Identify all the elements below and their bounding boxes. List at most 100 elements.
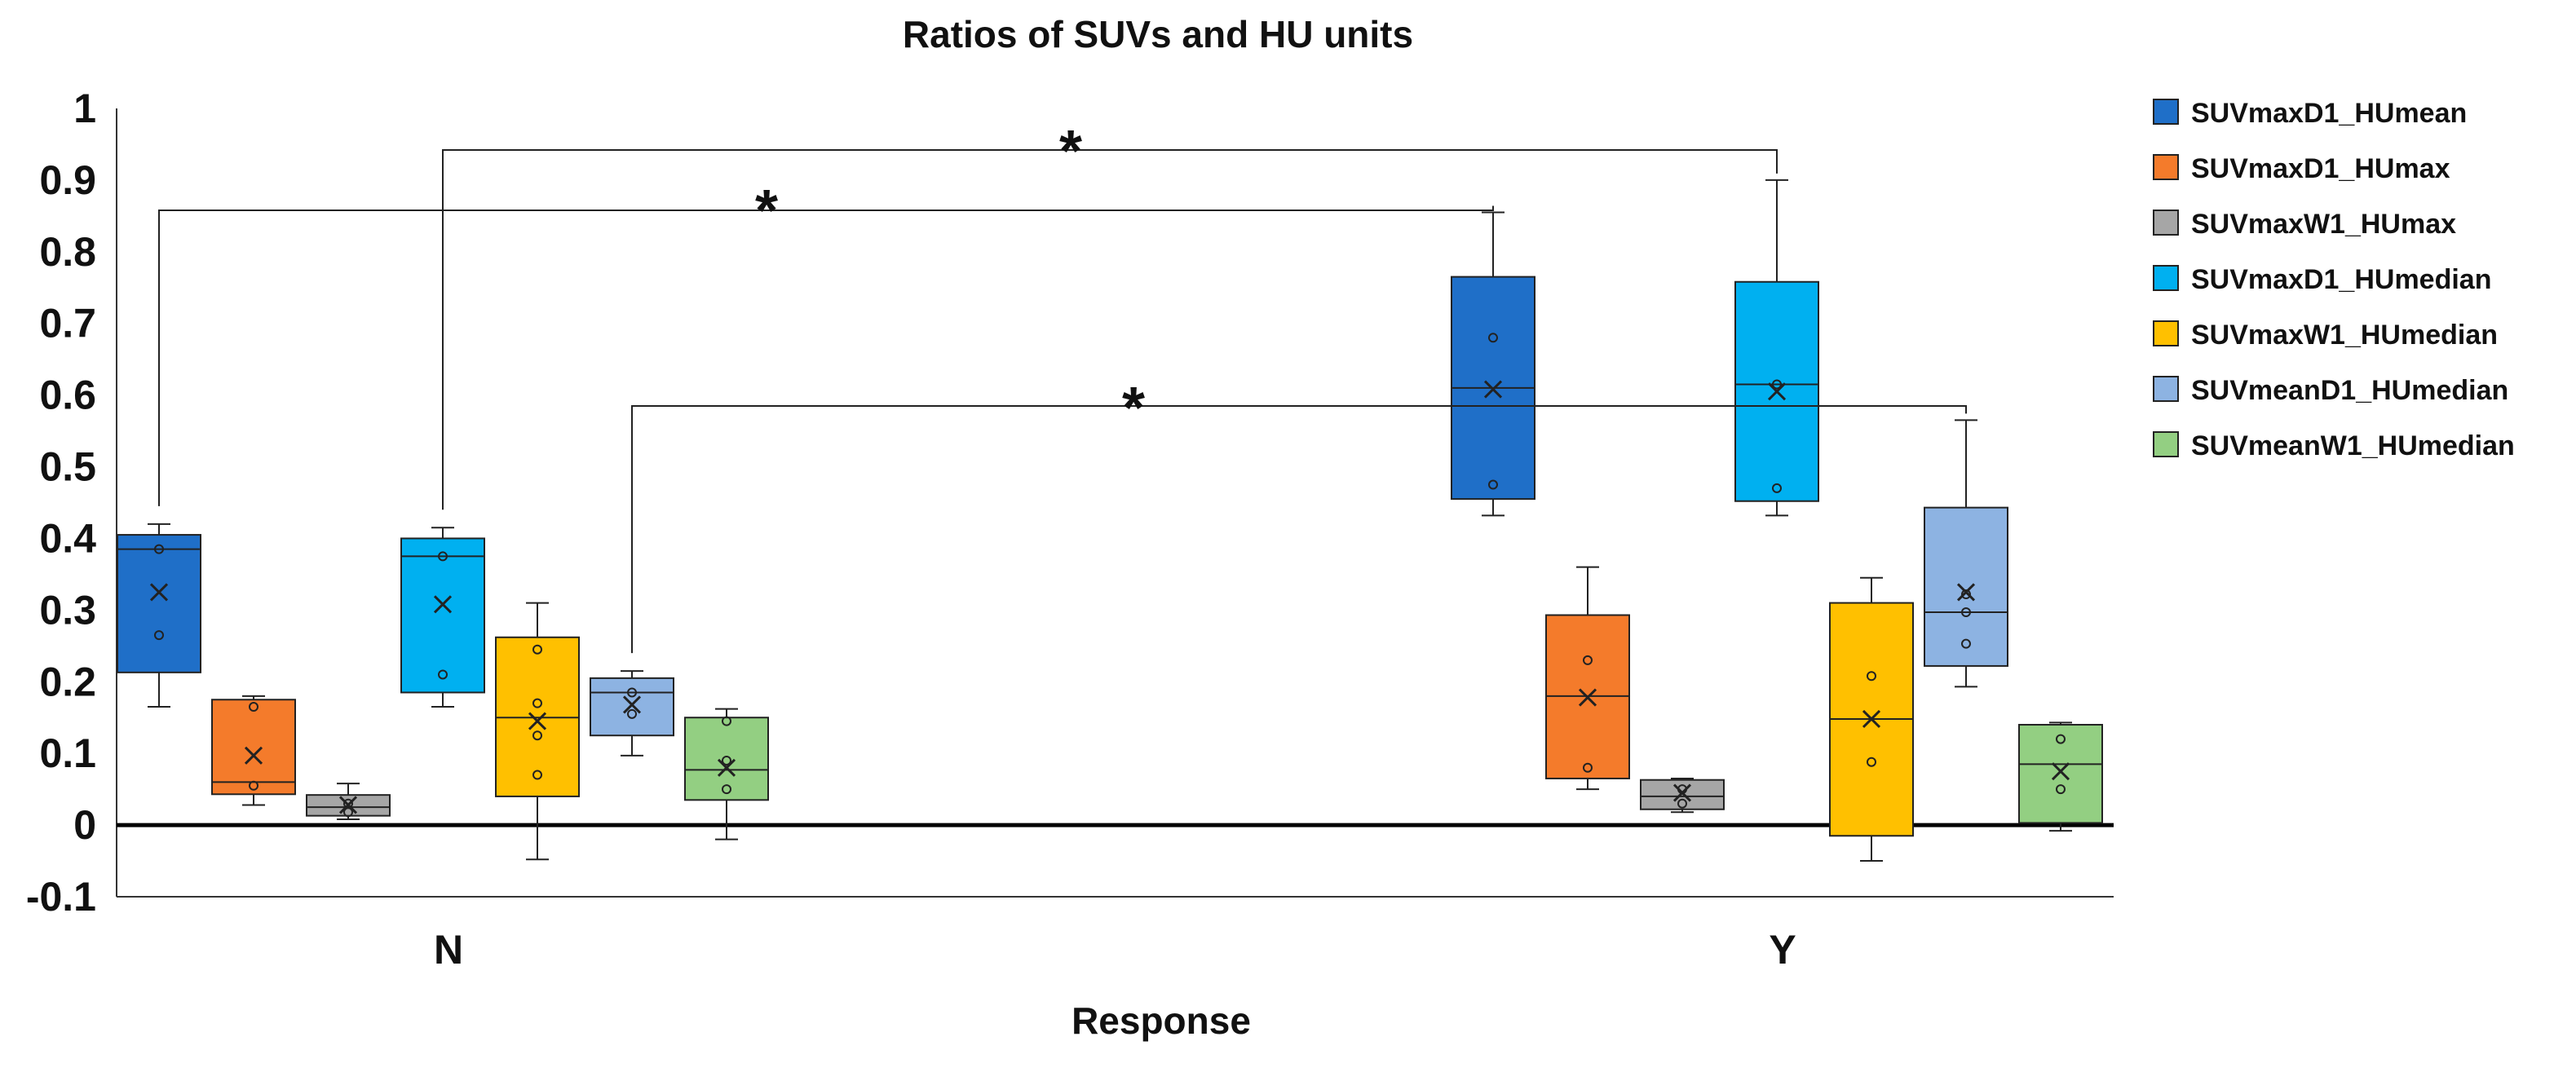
- y-tick-label: 0.1: [39, 730, 96, 776]
- data-point: [1488, 479, 1498, 490]
- mean-marker: [717, 758, 736, 777]
- legend-label: SUVmaxD1_HUmedian: [2191, 264, 2491, 295]
- data-point: [1772, 379, 1782, 390]
- y-tick-label: 0: [73, 802, 96, 848]
- y-tick-label: 0.2: [39, 659, 96, 704]
- y-tick-label: 1: [73, 86, 96, 131]
- bracket-line: [631, 405, 1967, 654]
- box-SUVmeanW1_HUmedian-Y: [2018, 721, 2103, 832]
- data-point: [532, 698, 542, 708]
- data-point: [627, 708, 637, 719]
- box-SUVmeanW1_HUmedian-N: [684, 708, 769, 840]
- data-point: [2056, 734, 2066, 744]
- data-point: [627, 687, 637, 698]
- box-SUVmeanD1_HUmedian-Y: [1924, 419, 2008, 688]
- box-iqr: [684, 717, 769, 801]
- chart-title: Ratios of SUVs and HU units: [903, 13, 1413, 55]
- legend-swatch: [2153, 99, 2179, 125]
- box-SUVmaxD1_HUmean-Y: [1451, 211, 1535, 517]
- y-tick-label: 0.7: [39, 301, 96, 346]
- box-iqr: [117, 534, 201, 673]
- data-point: [438, 669, 448, 680]
- box-iqr: [211, 699, 296, 796]
- mean-marker: [433, 595, 453, 614]
- data-point: [532, 730, 542, 741]
- box-SUVmaxD1_HUmax-N: [211, 695, 296, 806]
- data-point: [1488, 333, 1498, 343]
- data-point: [1583, 655, 1593, 665]
- data-point: [532, 644, 542, 655]
- legend-item-SUVmaxD1_HUmean: SUVmaxD1_HUmean: [2153, 98, 2467, 129]
- legend-swatch: [2153, 154, 2179, 180]
- box-SUVmaxD1_HUmean-N: [117, 523, 201, 708]
- data-point: [343, 807, 353, 818]
- y-tick-label: 0.8: [39, 229, 96, 275]
- legend-label: SUVmaxD1_HUmean: [2191, 98, 2467, 129]
- data-point: [1677, 798, 1687, 809]
- legend-label: SUVmaxW1_HUmax: [2191, 209, 2456, 240]
- y-tick-label: 0.5: [39, 444, 96, 490]
- bracket-line: [158, 205, 1494, 506]
- legend-item-SUVmaxW1_HUmax: SUVmaxW1_HUmax: [2153, 209, 2456, 240]
- box-SUVmaxD1_HUmedian-Y: [1734, 179, 1819, 517]
- data-point: [1961, 589, 1971, 600]
- y-tick-label: 0.3: [39, 587, 96, 633]
- y-tick-label: 0.4: [39, 515, 96, 561]
- legend-label: SUVmeanW1_HUmedian: [2191, 430, 2515, 461]
- data-point: [532, 770, 542, 780]
- significance-bracket: *: [158, 179, 1494, 506]
- legend-swatch: [2153, 265, 2179, 291]
- box-SUVmaxW1_HUmedian-N: [495, 602, 580, 861]
- mean-marker: [1578, 688, 1597, 707]
- legend-item-SUVmeanW1_HUmedian: SUVmeanW1_HUmedian: [2153, 430, 2515, 461]
- legend-item-SUVmaxD1_HUmedian: SUVmaxD1_HUmedian: [2153, 264, 2491, 295]
- mean-marker: [2051, 762, 2070, 781]
- box-iqr: [590, 677, 674, 737]
- data-point: [1961, 607, 1971, 618]
- data-point: [722, 755, 731, 765]
- box-SUVmaxD1_HUmedian-N: [400, 527, 485, 708]
- box-SUVmeanD1_HUmedian-N: [590, 670, 674, 757]
- mean-marker: [244, 746, 263, 765]
- significance-star: *: [1059, 119, 1082, 184]
- data-point: [438, 551, 448, 562]
- mean-marker: [1672, 783, 1692, 802]
- box-SUVmaxD1_HUmax-Y: [1545, 566, 1630, 791]
- data-point: [1772, 483, 1782, 493]
- box-iqr: [1924, 506, 2008, 667]
- y-tick-label: 0.6: [39, 373, 96, 418]
- legend-swatch: [2153, 376, 2179, 402]
- box-iqr: [306, 794, 391, 817]
- data-point: [1961, 638, 1971, 649]
- box-iqr: [2018, 724, 2103, 824]
- box-iqr: [1640, 779, 1725, 810]
- category-label-y: Y: [1769, 927, 1796, 973]
- mean-marker: [1767, 382, 1787, 401]
- data-point: [1867, 671, 1876, 682]
- significance-star: *: [755, 179, 778, 244]
- significance-bracket: *: [442, 119, 1778, 510]
- legend: SUVmaxD1_HUmean SUVmaxD1_HUmax SUVmaxW1_HU…: [2153, 98, 2515, 461]
- bracket-line: [442, 149, 1778, 510]
- mean-marker: [622, 695, 642, 714]
- data-point: [722, 784, 731, 795]
- data-point: [249, 780, 258, 791]
- legend-item-SUVmaxD1_HUmax: SUVmaxD1_HUmax: [2153, 153, 2450, 184]
- significance-star: *: [1122, 376, 1145, 441]
- data-point: [249, 702, 258, 712]
- box-iqr: [400, 537, 485, 694]
- data-point: [722, 716, 731, 726]
- data-point: [1867, 757, 1876, 767]
- legend-label: SUVmaxD1_HUmax: [2191, 153, 2450, 184]
- legend-item-SUVmaxW1_HUmedian: SUVmaxW1_HUmedian: [2153, 320, 2498, 351]
- data-point: [154, 544, 164, 554]
- legend-label: SUVmeanD1_HUmedian: [2191, 375, 2508, 406]
- plot-area: -0.1 0 0.1 0.2 0.3 0.4 0.5 0.6 0.7 0.8 0.9 1 N Y * * *: [26, 86, 2114, 973]
- mean-marker: [149, 583, 169, 602]
- legend-swatch: [2153, 320, 2179, 346]
- box-SUVmaxW1_HUmax-N: [306, 783, 391, 821]
- x-axis-title: Response: [1071, 999, 1251, 1042]
- data-point: [154, 630, 164, 641]
